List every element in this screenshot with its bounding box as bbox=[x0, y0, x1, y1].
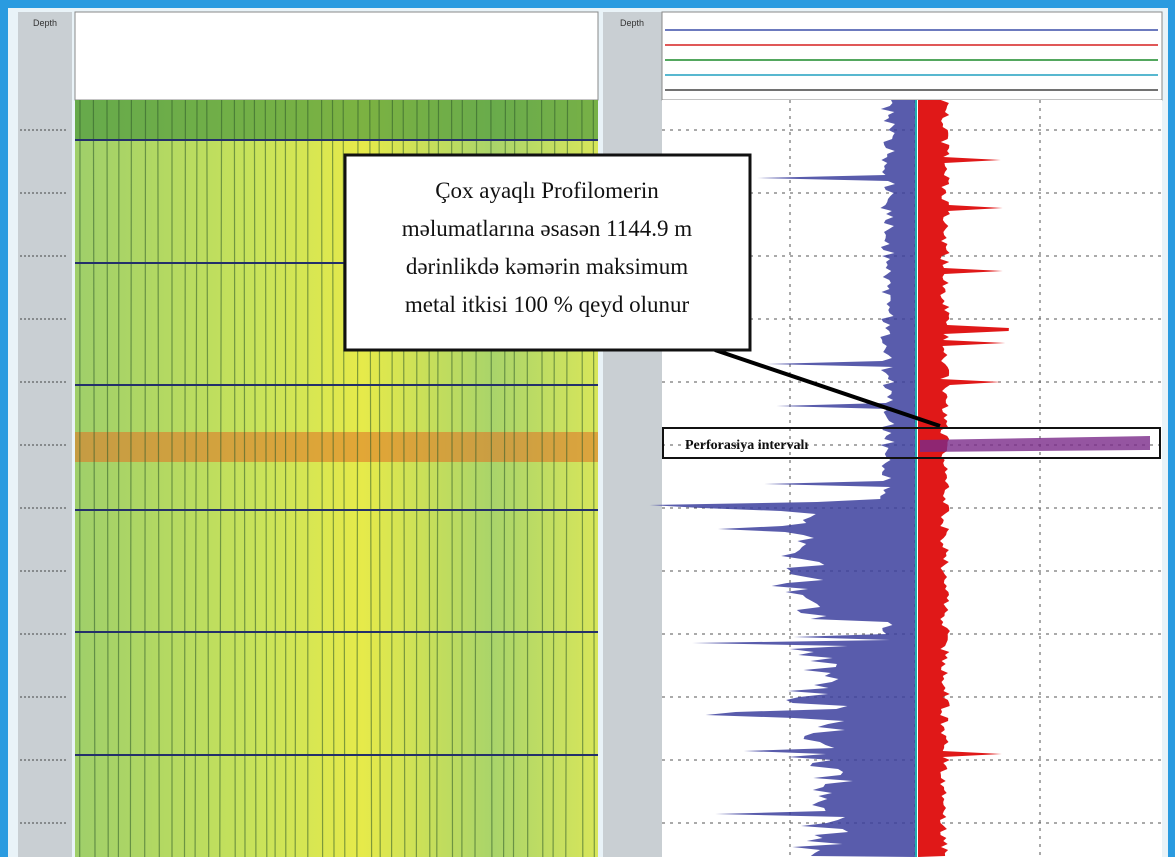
page: Depth Depth Çox ayaqlı Profilomerin məlu… bbox=[0, 0, 1175, 857]
curve-header bbox=[662, 12, 1162, 100]
perforation-label: Perforasiya intervalı bbox=[685, 438, 808, 453]
depth-track-left bbox=[18, 12, 72, 857]
image-band bbox=[75, 100, 598, 140]
image-header bbox=[75, 12, 598, 100]
screenshot: Depth Depth Çox ayaqlı Profilomerin məlu… bbox=[0, 0, 1175, 857]
depth-header: Depth bbox=[620, 18, 644, 28]
annotation-line: məlumatlarına əsasən 1144.9 m bbox=[402, 216, 693, 241]
depth-track-right bbox=[603, 12, 662, 857]
image-band bbox=[75, 432, 598, 462]
annotation-line: dərinlikdə kəmərin maksimum bbox=[406, 254, 688, 279]
annotation-line: metal itkisi 100 % qeyd olunur bbox=[405, 292, 690, 317]
depth-header: Depth bbox=[33, 18, 57, 28]
annotation-line: Çox ayaqlı Profilomerin bbox=[435, 178, 659, 203]
